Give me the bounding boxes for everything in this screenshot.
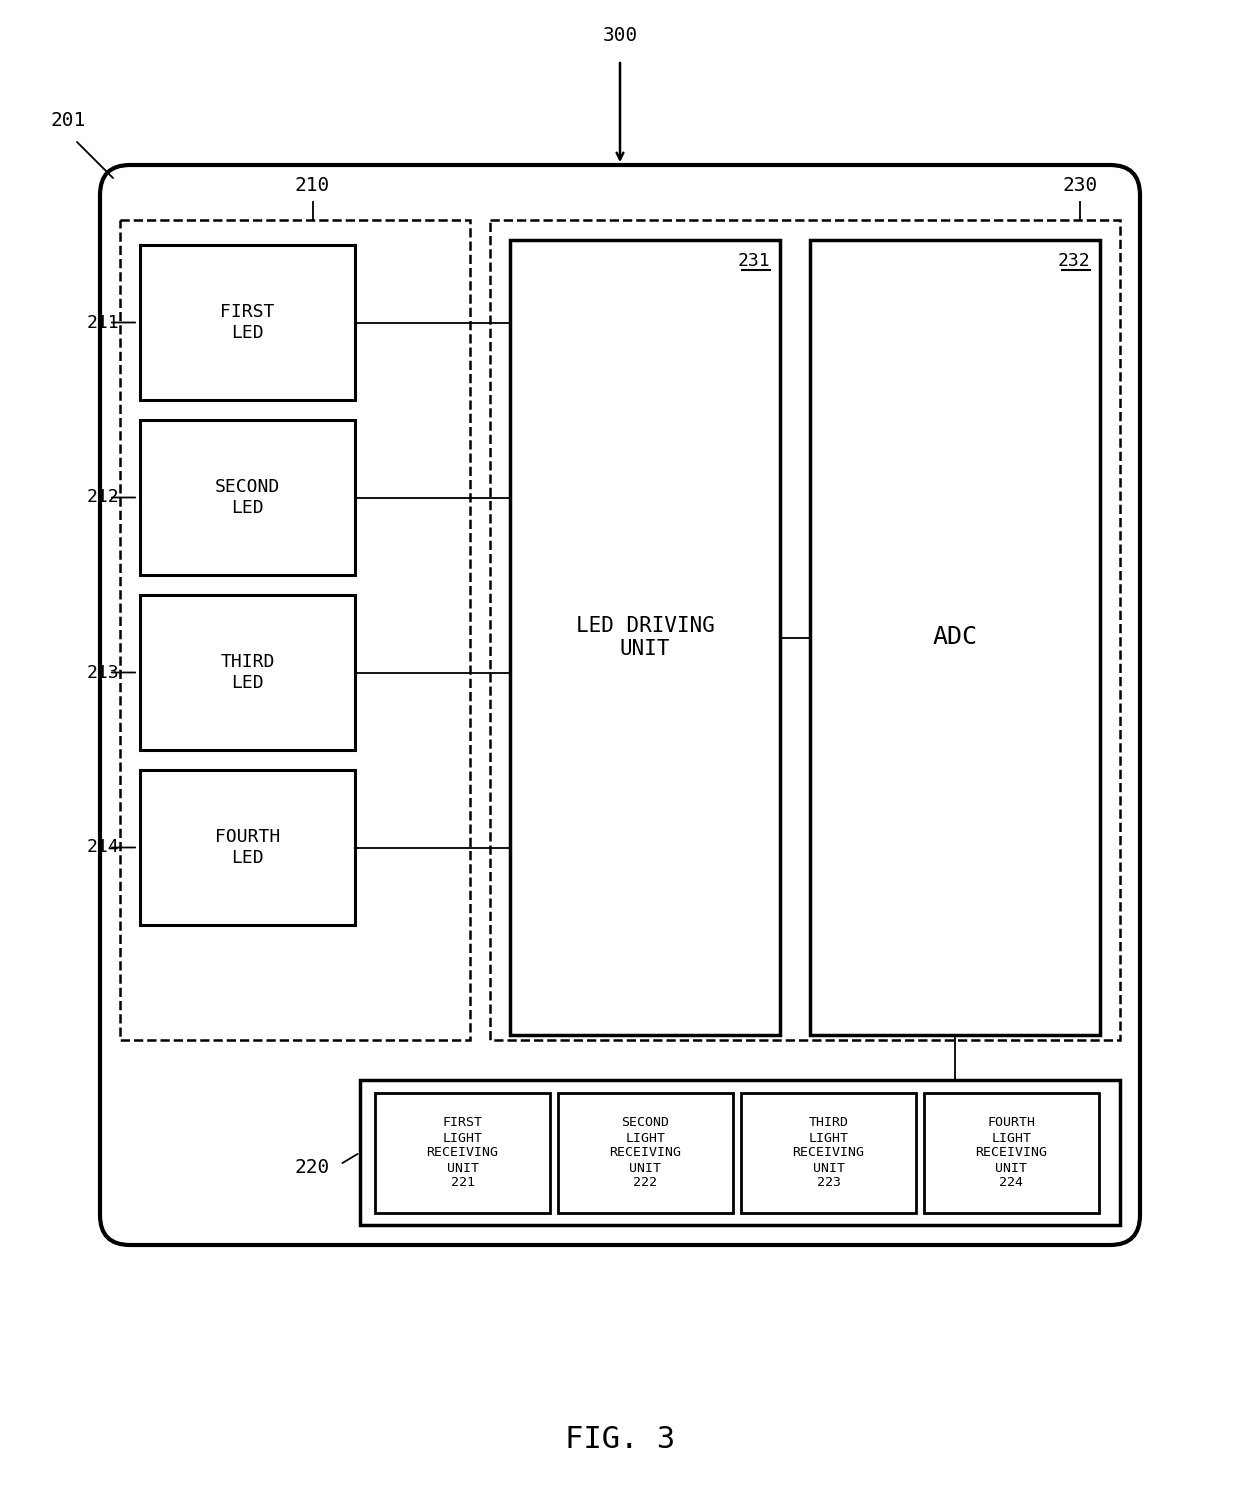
Text: 230: 230	[1063, 175, 1097, 195]
Text: 210: 210	[295, 175, 330, 195]
Text: 213: 213	[87, 663, 119, 681]
Text: THIRD
LIGHT
RECEIVING
UNIT
223: THIRD LIGHT RECEIVING UNIT 223	[792, 1117, 864, 1189]
Text: 300: 300	[603, 26, 637, 45]
Text: SECOND
LIGHT
RECEIVING
UNIT
222: SECOND LIGHT RECEIVING UNIT 222	[610, 1117, 682, 1189]
Text: 214: 214	[87, 839, 119, 857]
Text: FIG. 3: FIG. 3	[565, 1425, 675, 1455]
Bar	[742, 1092, 916, 1213]
Text: LED DRIVING
UNIT: LED DRIVING UNIT	[575, 616, 714, 659]
Bar	[374, 1092, 551, 1213]
Text: 201: 201	[50, 110, 86, 130]
Text: 232: 232	[1058, 252, 1090, 270]
Text: 212: 212	[87, 488, 119, 506]
Bar	[510, 240, 780, 1035]
Bar	[140, 245, 355, 400]
Bar	[490, 221, 1120, 1040]
Bar	[140, 595, 355, 749]
Text: FOURTH
LED: FOURTH LED	[215, 828, 280, 867]
Text: 220: 220	[295, 1157, 330, 1177]
Text: FIRST
LED: FIRST LED	[221, 304, 275, 341]
Bar	[360, 1080, 1120, 1225]
Bar	[558, 1092, 733, 1213]
Text: SECOND
LED: SECOND LED	[215, 477, 280, 517]
Text: THIRD
LED: THIRD LED	[221, 653, 275, 692]
Text: ADC: ADC	[932, 626, 977, 650]
Bar	[924, 1092, 1099, 1213]
Bar	[120, 221, 470, 1040]
Text: 211: 211	[87, 313, 119, 331]
FancyBboxPatch shape	[100, 165, 1140, 1245]
Text: 231: 231	[738, 252, 770, 270]
Bar	[140, 420, 355, 576]
Bar	[810, 240, 1100, 1035]
Bar	[140, 771, 355, 925]
Text: FOURTH
LIGHT
RECEIVING
UNIT
224: FOURTH LIGHT RECEIVING UNIT 224	[976, 1117, 1048, 1189]
Text: FIRST
LIGHT
RECEIVING
UNIT
221: FIRST LIGHT RECEIVING UNIT 221	[427, 1117, 498, 1189]
